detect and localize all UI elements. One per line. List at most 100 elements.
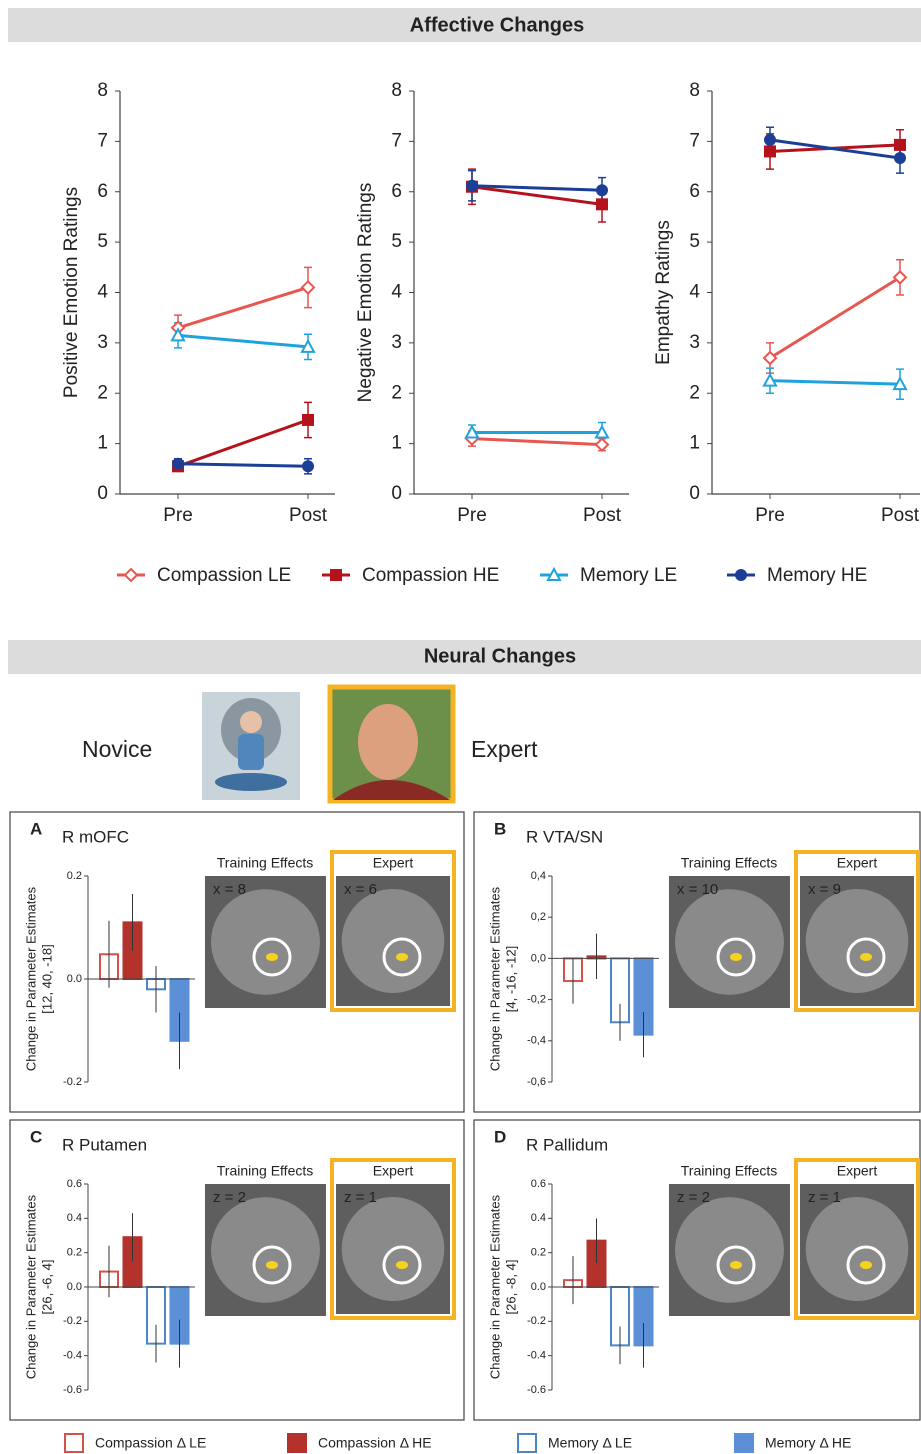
brain-tissue bbox=[675, 889, 784, 995]
marker bbox=[764, 134, 776, 146]
panel-title: R mOFC bbox=[62, 827, 129, 846]
legend-label: Memory Δ HE bbox=[765, 1435, 851, 1451]
activation-blob bbox=[730, 953, 742, 961]
y-tick-label: -0.4 bbox=[63, 1350, 82, 1362]
y-tick-label: 0,0 bbox=[531, 952, 546, 964]
x-tick-label: Pre bbox=[457, 505, 487, 526]
y-axis-label: Positive Emotion Ratings bbox=[61, 187, 82, 398]
marker bbox=[330, 569, 342, 581]
activation-blob bbox=[396, 1261, 408, 1269]
legend-swatch bbox=[518, 1434, 536, 1452]
y-tick-label: 0.0 bbox=[531, 1281, 546, 1293]
y-tick-label: 8 bbox=[689, 80, 700, 101]
panel-letter: D bbox=[494, 1127, 506, 1146]
y-tick-label: -0,2 bbox=[527, 994, 546, 1006]
marker bbox=[302, 414, 314, 426]
image-label: Expert bbox=[373, 1163, 414, 1179]
activation-blob bbox=[396, 953, 408, 961]
series-line bbox=[770, 381, 900, 385]
y-tick-label: 7 bbox=[97, 130, 108, 151]
activation-blob bbox=[860, 1261, 872, 1269]
marker bbox=[894, 152, 906, 164]
series-line bbox=[178, 335, 308, 347]
y-tick-label: 0 bbox=[689, 483, 700, 504]
y-axis-label: Change in Parameter Estimates bbox=[23, 886, 38, 1071]
marker bbox=[894, 139, 906, 151]
y-tick-label: -0,6 bbox=[527, 1076, 546, 1088]
y-tick-label: 0.2 bbox=[67, 1247, 82, 1259]
y-tick-label: 0 bbox=[97, 483, 108, 504]
marker bbox=[596, 198, 608, 210]
legend-label: Compassion Δ LE bbox=[95, 1435, 206, 1451]
y-tick-label: 4 bbox=[391, 282, 402, 303]
series-line bbox=[472, 439, 602, 445]
section-title: Affective Changes bbox=[410, 14, 585, 36]
marker bbox=[125, 569, 137, 581]
legend-label: Compassion LE bbox=[157, 565, 291, 586]
marker bbox=[764, 145, 776, 157]
y-axis-label: [12, 40, -18] bbox=[39, 944, 54, 1013]
y-tick-label: -0.6 bbox=[63, 1384, 82, 1396]
legend-label: Compassion Δ HE bbox=[318, 1435, 432, 1451]
y-axis-label: Change in Parameter Estimates bbox=[23, 1194, 38, 1379]
y-tick-label: 6 bbox=[689, 181, 700, 202]
y-tick-label: 1 bbox=[97, 433, 108, 454]
panel-letter: C bbox=[30, 1127, 42, 1146]
legend-label: Memory HE bbox=[767, 565, 867, 586]
y-tick-label: 0.2 bbox=[67, 870, 82, 882]
y-tick-label: 0.4 bbox=[531, 1212, 546, 1224]
y-tick-label: 2 bbox=[689, 382, 700, 403]
image-label: Expert bbox=[837, 1163, 878, 1179]
y-tick-label: 5 bbox=[97, 231, 108, 252]
panel-letter: A bbox=[30, 819, 42, 838]
novice-label: Novice bbox=[82, 736, 152, 762]
y-tick-label: 0.6 bbox=[531, 1178, 546, 1190]
image-label: Training Effects bbox=[681, 1163, 778, 1179]
x-tick-label: Pre bbox=[755, 505, 785, 526]
slice-coord: x = 9 bbox=[808, 881, 841, 898]
y-tick-label: 0.4 bbox=[67, 1212, 82, 1224]
x-tick-label: Post bbox=[881, 505, 920, 526]
y-tick-label: -0.4 bbox=[527, 1350, 546, 1362]
marker bbox=[466, 180, 478, 192]
y-axis-label: [26, -6, 4] bbox=[39, 1260, 54, 1315]
y-tick-label: 0,4 bbox=[531, 870, 546, 882]
y-tick-label: -0.2 bbox=[63, 1076, 82, 1088]
y-tick-label: 0.0 bbox=[67, 973, 82, 985]
image-label: Training Effects bbox=[217, 1163, 314, 1179]
y-tick-label: -0,4 bbox=[527, 1035, 546, 1047]
legend-label: Compassion HE bbox=[362, 565, 499, 586]
y-axis-label: Change in Parameter Estimates bbox=[487, 886, 502, 1071]
y-tick-label: 4 bbox=[689, 282, 700, 303]
y-tick-label: 1 bbox=[391, 433, 402, 454]
y-tick-label: 5 bbox=[689, 231, 700, 252]
panel-title: R Pallidum bbox=[526, 1135, 608, 1154]
y-tick-label: 8 bbox=[391, 80, 402, 101]
y-axis-label: Empathy Ratings bbox=[653, 220, 674, 365]
legend-swatch bbox=[288, 1434, 306, 1452]
activation-blob bbox=[860, 953, 872, 961]
marker bbox=[596, 184, 608, 196]
novice-photo bbox=[202, 692, 300, 800]
y-tick-label: 0,2 bbox=[531, 911, 546, 923]
marker bbox=[302, 460, 314, 472]
marker bbox=[172, 458, 184, 470]
y-tick-label: 0.2 bbox=[531, 1247, 546, 1259]
slice-coord: x = 8 bbox=[213, 881, 246, 898]
slice-coord: z = 2 bbox=[213, 1189, 246, 1206]
brain-tissue bbox=[211, 889, 320, 995]
series-line bbox=[770, 140, 900, 158]
y-tick-label: -0.2 bbox=[527, 1315, 546, 1327]
figure: Affective Changes Neural Changes Novice … bbox=[0, 0, 921, 1454]
legend-swatch bbox=[65, 1434, 83, 1452]
y-tick-label: 6 bbox=[97, 181, 108, 202]
panel-title: R Putamen bbox=[62, 1135, 147, 1154]
marker bbox=[735, 569, 747, 581]
section-title: Neural Changes bbox=[424, 645, 576, 667]
brain-tissue bbox=[675, 1197, 784, 1303]
x-tick-label: Post bbox=[583, 505, 622, 526]
y-axis-label: Negative Emotion Ratings bbox=[355, 183, 376, 403]
series-line bbox=[178, 287, 308, 327]
y-tick-label: 2 bbox=[97, 382, 108, 403]
expert-photo bbox=[330, 687, 453, 801]
